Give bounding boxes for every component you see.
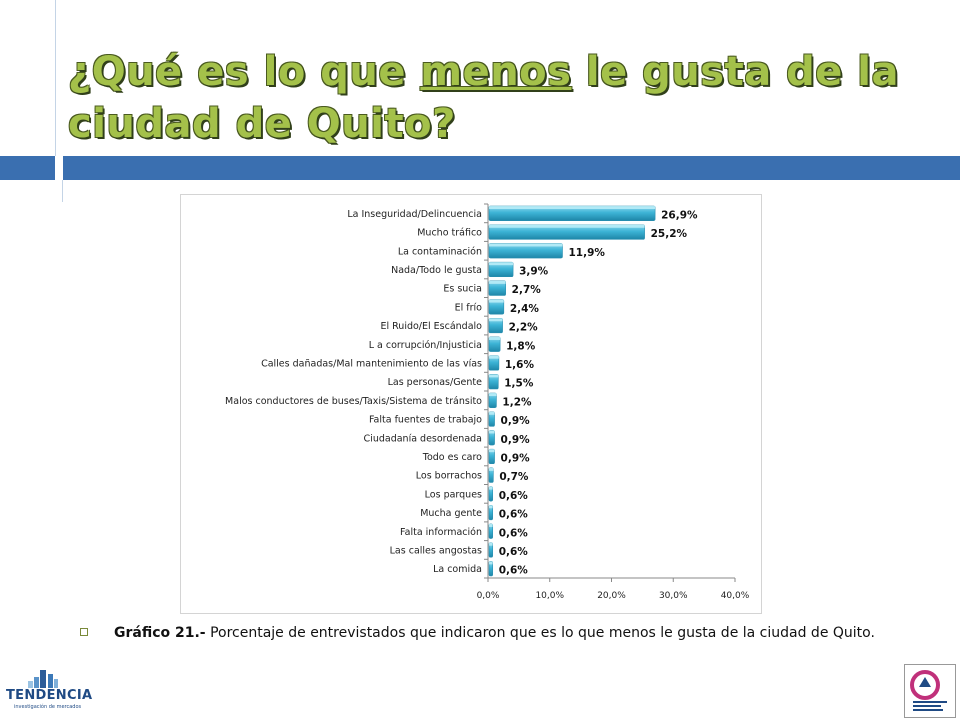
quito-turismo-emblem-icon <box>910 670 947 711</box>
category-label: El Ruido/El Escándalo <box>380 321 482 332</box>
title-area: ¿Qué es lo que menos le gusta de la ciud… <box>68 46 948 150</box>
data-label: 1,8% <box>506 340 536 352</box>
bar <box>488 542 494 558</box>
accent-bar-right <box>63 156 960 180</box>
category-label: Todo es caro <box>422 452 482 463</box>
bar-highlight <box>489 280 506 284</box>
tendencia-logo: TENDENCIA investigación de mercados <box>4 668 92 716</box>
bar-highlight <box>489 542 493 546</box>
bar-highlight <box>489 374 499 378</box>
category-label: Ciudadanía desordenada <box>364 433 482 444</box>
accent-bar-gap <box>55 156 63 180</box>
category-label: Las personas/Gente <box>388 377 483 388</box>
data-label: 0,6% <box>499 527 529 539</box>
building-icon <box>28 670 58 688</box>
x-tick-label: 10,0% <box>535 591 564 601</box>
category-label: Calles dañadas/Mal mantenimiento de las … <box>261 358 482 369</box>
bar <box>488 261 514 278</box>
data-label: 3,9% <box>519 265 549 277</box>
data-label: 26,9% <box>661 209 698 221</box>
chart-bars <box>488 205 656 577</box>
category-label: Falta información <box>400 527 482 538</box>
bar-highlight <box>489 262 514 266</box>
bar <box>488 355 500 371</box>
bar-highlight <box>489 486 493 490</box>
data-label: 0,6% <box>499 546 529 558</box>
data-label: 0,9% <box>501 434 531 446</box>
bar-highlight <box>489 336 501 340</box>
caption-label: Gráfico 21.- <box>114 625 206 641</box>
category-label: Las calles angostas <box>390 545 482 556</box>
chart-container: 0,0% 10,0% 20,0% 30,0% 40,0% La Inseguridad/D… <box>180 194 762 614</box>
bar-highlight <box>489 523 493 527</box>
bar-highlight <box>489 318 503 322</box>
data-label: 25,2% <box>651 228 688 240</box>
title-divider-line <box>55 0 56 156</box>
x-tick-label: 0,0% <box>477 591 500 601</box>
title-underlined-word: menos <box>420 49 572 95</box>
bar <box>488 280 506 296</box>
category-label: Falta fuentes de trabajo <box>369 415 482 426</box>
x-tick-label: 30,0% <box>659 591 688 601</box>
bar-chart: 0,0% 10,0% 20,0% 30,0% 40,0% La Inseguridad/D… <box>225 203 750 601</box>
logo-left-subtitle: investigación de mercados <box>14 704 82 710</box>
data-label: 0,9% <box>501 415 531 427</box>
chart-labels: 0,0% 10,0% 20,0% 30,0% 40,0% La Inseguridad/D… <box>225 209 750 601</box>
chart-axes <box>484 203 736 582</box>
data-label: 1,5% <box>504 378 534 390</box>
bar-highlight <box>489 411 495 415</box>
logo-left-name: TENDENCIA <box>6 688 93 703</box>
data-label: 2,7% <box>512 284 542 296</box>
category-label: L a corrupción/Injusticia <box>369 340 482 351</box>
bar <box>488 448 495 465</box>
caption-text: Gráfico 21.- Porcentaje de entrevistados… <box>114 622 916 644</box>
slide-title: ¿Qué es lo que menos le gusta de la ciud… <box>68 46 948 150</box>
data-label: 1,2% <box>502 396 532 408</box>
bar-highlight <box>489 206 656 210</box>
accent-divider-line <box>62 180 63 202</box>
data-label: 11,9% <box>568 247 605 259</box>
bar-highlight <box>489 355 499 359</box>
category-label: El frío <box>455 302 483 313</box>
data-label: 0,6% <box>499 490 529 502</box>
data-label: 2,2% <box>509 322 539 334</box>
category-label: Los borrachos <box>416 471 482 482</box>
category-label: La Inseguridad/Delincuencia <box>347 209 482 220</box>
bar-highlight <box>489 224 645 228</box>
bar-highlight <box>489 243 563 247</box>
category-label: Nada/Todo le gusta <box>391 265 482 276</box>
category-label: Es sucia <box>443 284 482 295</box>
data-label: 0,9% <box>501 452 531 464</box>
category-label: La comida <box>433 564 482 575</box>
bar-highlight <box>489 505 493 509</box>
bar-highlight <box>489 393 497 397</box>
category-label: La contaminación <box>398 246 482 257</box>
data-label: 1,6% <box>505 359 535 371</box>
quito-turismo-logo <box>904 664 956 718</box>
title-part-after: le gusta de la ciudad de Quito? <box>68 49 900 147</box>
category-label: Los parques <box>425 489 482 500</box>
x-tick-label: 20,0% <box>597 591 626 601</box>
bar-highlight <box>489 467 494 471</box>
bar <box>488 317 503 334</box>
data-label: 0,6% <box>499 565 529 577</box>
caption-bullet-icon <box>80 628 88 636</box>
data-label: 0,6% <box>499 509 529 521</box>
accent-bar-left <box>0 156 55 180</box>
category-label: Malos conductores de buses/Taxis/Sistema… <box>225 396 482 407</box>
bar-highlight <box>489 449 495 453</box>
data-label: 0,7% <box>499 471 529 483</box>
caption-description: Porcentaje de entrevistados que indicaro… <box>205 625 875 641</box>
chart-caption: Gráfico 21.- Porcentaje de entrevistados… <box>80 622 916 644</box>
x-tick-label: 40,0% <box>721 591 750 601</box>
bar-highlight <box>489 299 504 303</box>
bar-highlight <box>489 561 493 565</box>
category-label: Mucha gente <box>420 508 482 519</box>
data-label: 2,4% <box>510 303 540 315</box>
bar-highlight <box>489 430 495 434</box>
title-part-before: ¿Qué es lo que <box>68 49 421 95</box>
category-label: Mucho tráfico <box>417 228 482 239</box>
